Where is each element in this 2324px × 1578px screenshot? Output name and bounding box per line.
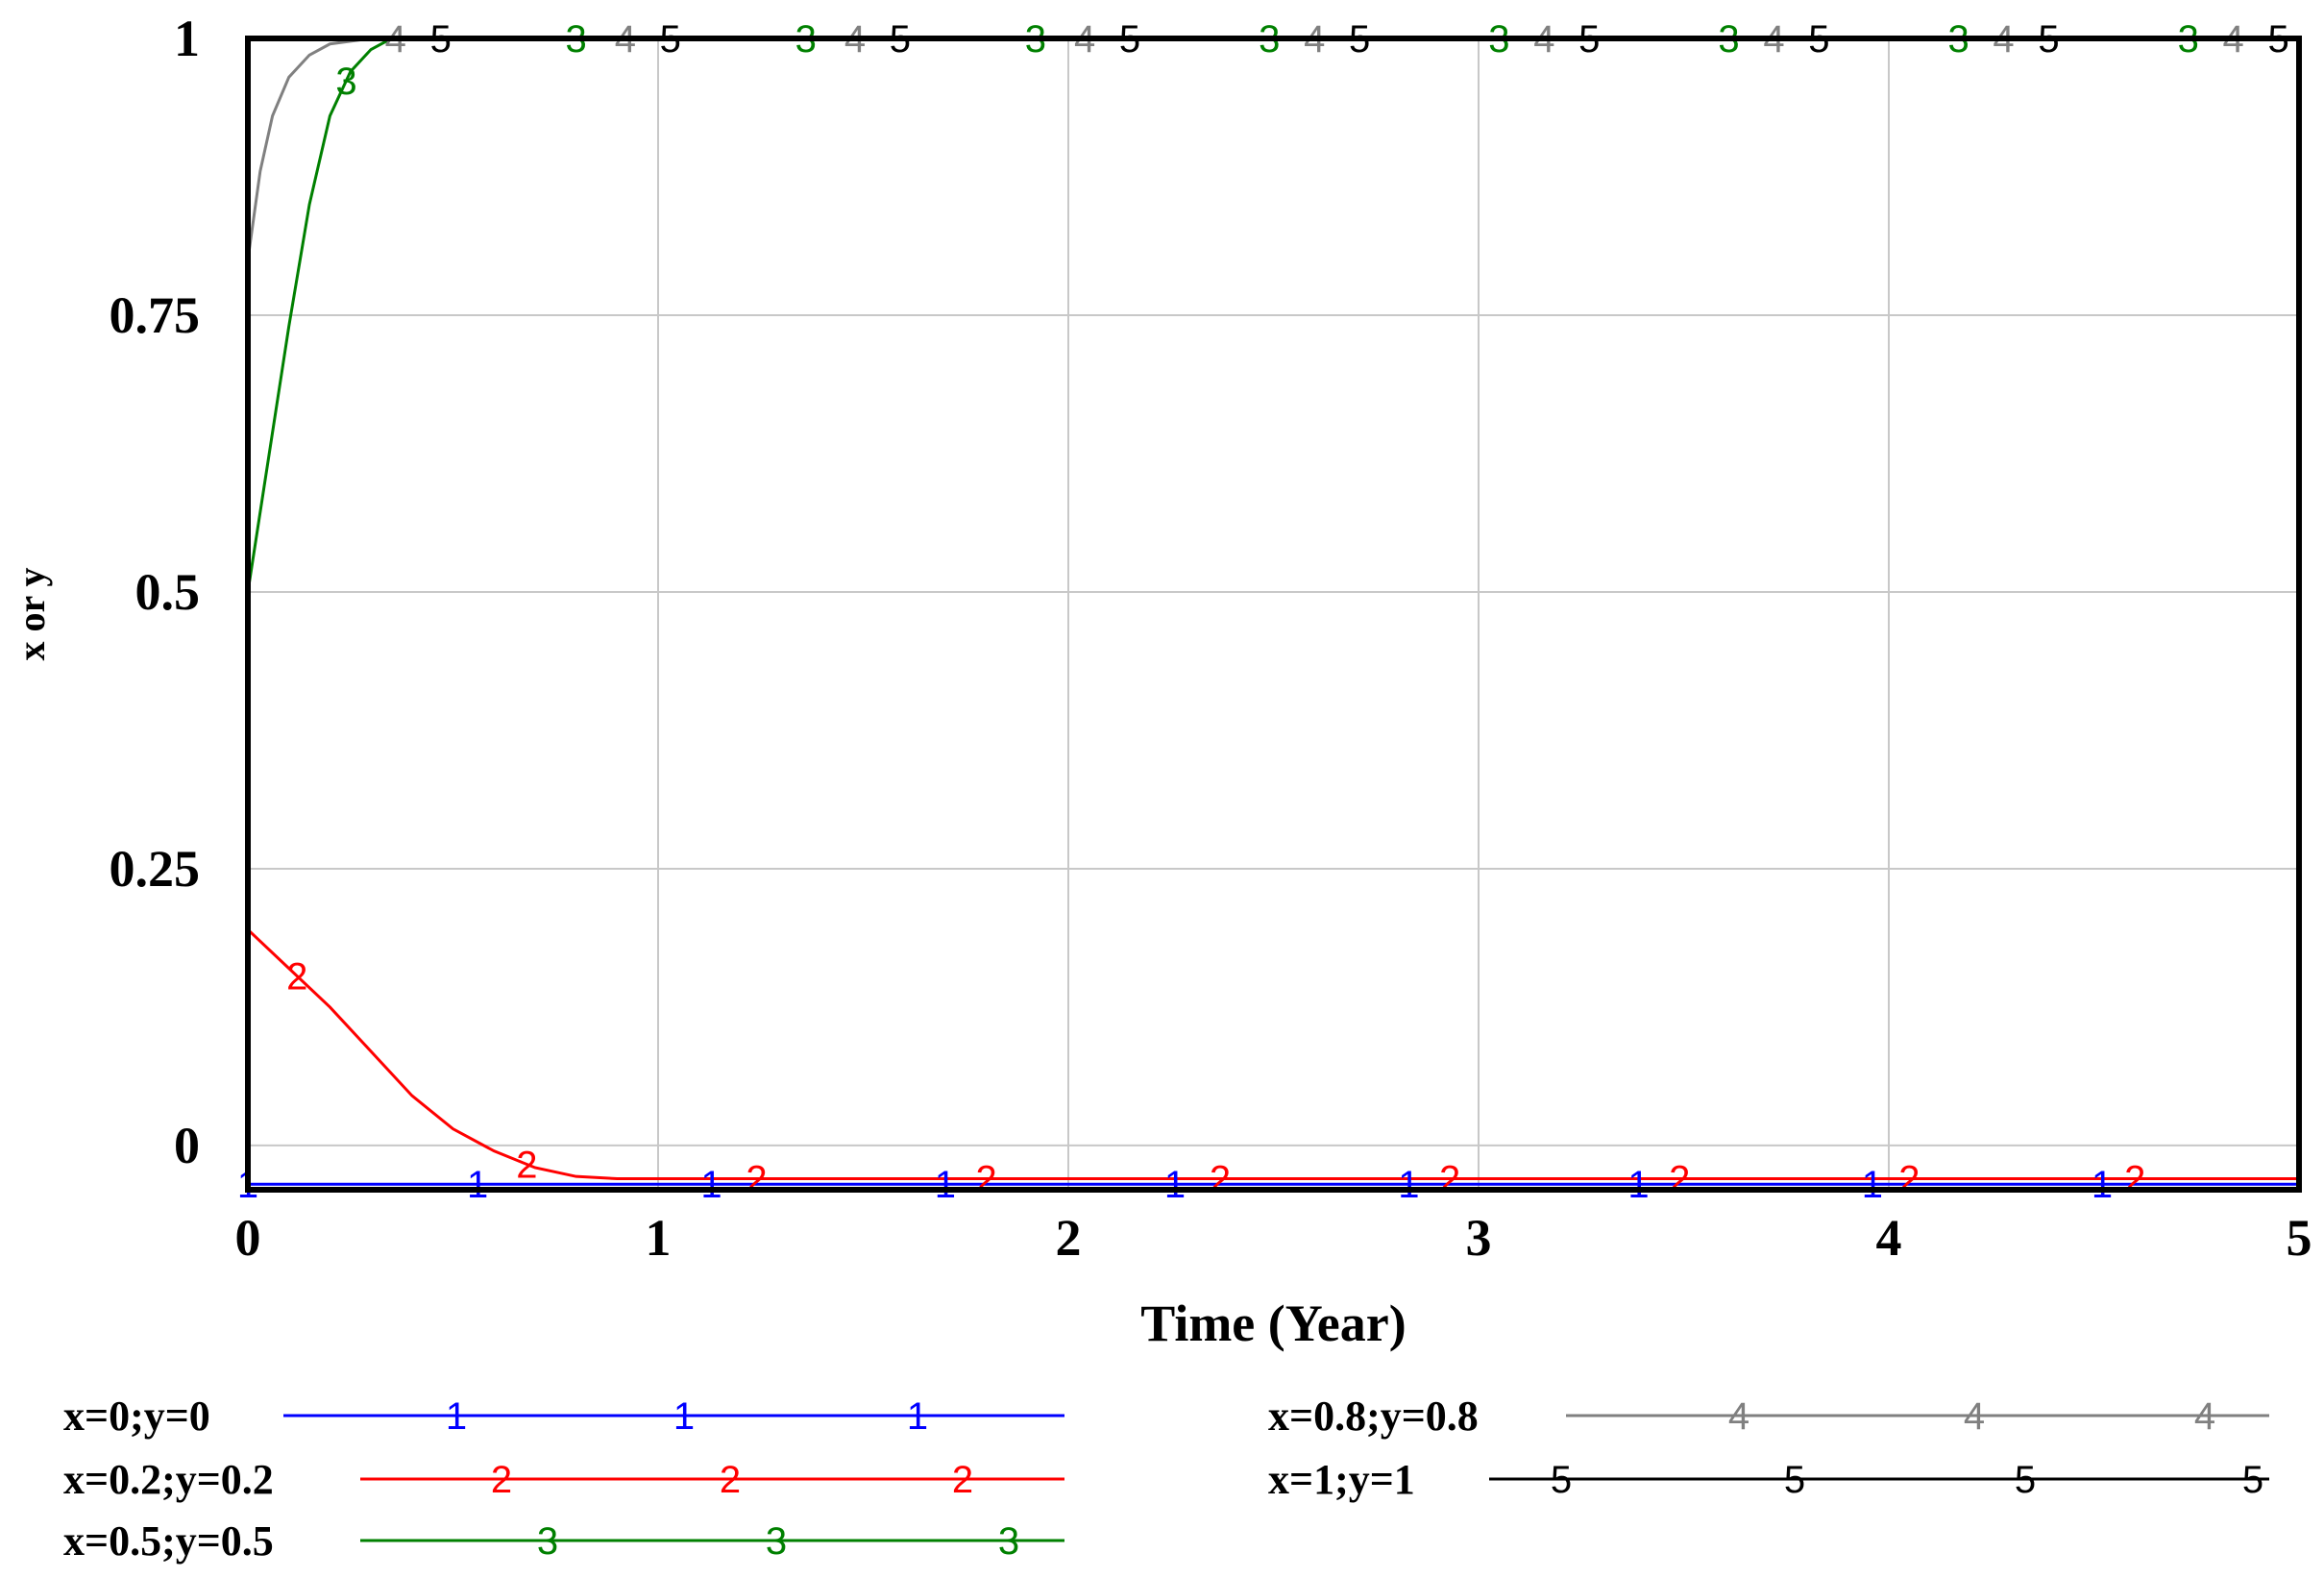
legend-marker: 1: [907, 1395, 928, 1438]
y-tick-label: 0.5: [135, 563, 201, 621]
x-tick-label: 0: [235, 1209, 261, 1267]
series-marker-2: 2: [1439, 1158, 1460, 1200]
series-marker-1: 1: [935, 1164, 956, 1206]
legend-label: x=0.2;y=0.2: [63, 1456, 274, 1503]
series-marker-3: 3: [335, 61, 356, 103]
series-marker-2: 2: [975, 1158, 996, 1200]
plot-frame: [245, 36, 2302, 1193]
legend-marker: 5: [2015, 1459, 2036, 1501]
x-tick-label: 1: [646, 1209, 672, 1267]
legend-label: x=0.8;y=0.8: [1268, 1393, 1479, 1440]
series-marker-1: 1: [1862, 1164, 1883, 1206]
legend-marker: 5: [2242, 1459, 2263, 1501]
y-tick-label: 0.75: [110, 286, 201, 344]
x-tick-label: 2: [1056, 1209, 1082, 1267]
legend-item-3: x=0.5;y=0.5 3 3 3: [63, 1517, 1064, 1565]
legend: x=0;y=0 1 1 1x=0.2;y=0.2 2 2 2x=0.5;y=0.5 3 3 3x=…: [63, 1393, 2269, 1565]
y-tick-label: 0.25: [110, 840, 201, 898]
x-axis-label: Time (Year): [1140, 1294, 1406, 1352]
x-axis-ticks: 0 1 2 3 4 5: [235, 1209, 2312, 1267]
series-marker-2: 2: [1669, 1158, 1690, 1200]
legend-marker: 4: [1728, 1395, 1749, 1438]
series-marker-2: 2: [1210, 1158, 1231, 1200]
legend-label: x=1;y=1: [1268, 1456, 1415, 1503]
series-marker-1: 1: [1627, 1164, 1649, 1206]
series-line-2: [246, 928, 2299, 1180]
legend-item-2: x=0.2;y=0.2 2 2 2: [63, 1456, 1064, 1503]
legend-marker: 1: [673, 1395, 695, 1438]
grid: [248, 38, 2299, 1190]
series-line-4: [246, 37, 2299, 260]
series-marker-2: 2: [746, 1158, 767, 1200]
x-tick-label: 5: [2287, 1209, 2312, 1267]
legend-marker: 2: [720, 1459, 741, 1501]
series-marker-1: 1: [1398, 1164, 1419, 1206]
legend-label: x=0.5;y=0.5: [63, 1517, 274, 1565]
x-tick-label: 4: [1876, 1209, 1902, 1267]
series-marker-2: 2: [286, 956, 307, 999]
legend-marker: 1: [446, 1395, 467, 1438]
series-lines: [246, 37, 2299, 1186]
series-marker-2: 2: [2124, 1158, 2145, 1200]
series-markers: 1 1 1 1 1 1 1 1 122 2 2 2 2 2 2 233 3 3 3 3 3 3 34 4 4 4 4 4 4 4 45 5 5 5…: [237, 18, 2289, 1206]
legend-marker: 3: [537, 1520, 558, 1563]
legend-marker: 3: [766, 1520, 787, 1563]
legend-item-5: x=1;y=1 5 5 5 5: [1268, 1456, 2269, 1503]
series-marker-1: 1: [467, 1164, 488, 1206]
y-axis-ticks: 0 0.25 0.5 0.75 1: [110, 10, 201, 1174]
legend-marker: 5: [1551, 1459, 1572, 1501]
legend-marker: 3: [998, 1520, 1019, 1563]
legend-marker: 4: [1964, 1395, 1985, 1438]
legend-marker: 2: [491, 1459, 512, 1501]
y-axis-label: x or y: [10, 567, 53, 660]
x-tick-label: 3: [1466, 1209, 1492, 1267]
series-marker-2: 2: [516, 1145, 537, 1187]
legend-item-1: x=0;y=0 1 1 1: [63, 1393, 1064, 1440]
series-marker-1: 1: [2092, 1164, 2113, 1206]
legend-marker: 4: [2194, 1395, 2215, 1438]
series-marker-1: 1: [1164, 1164, 1186, 1206]
legend-marker: 5: [1784, 1459, 1805, 1501]
series-marker-1: 1: [700, 1164, 722, 1206]
series-marker-2: 2: [1898, 1158, 1920, 1200]
legend-item-4: x=0.8;y=0.8 4 4 4: [1268, 1393, 2269, 1440]
legend-label: x=0;y=0: [63, 1393, 210, 1440]
y-tick-label: 0: [174, 1117, 200, 1174]
y-tick-label: 1: [174, 10, 200, 67]
legend-marker: 2: [952, 1459, 973, 1501]
